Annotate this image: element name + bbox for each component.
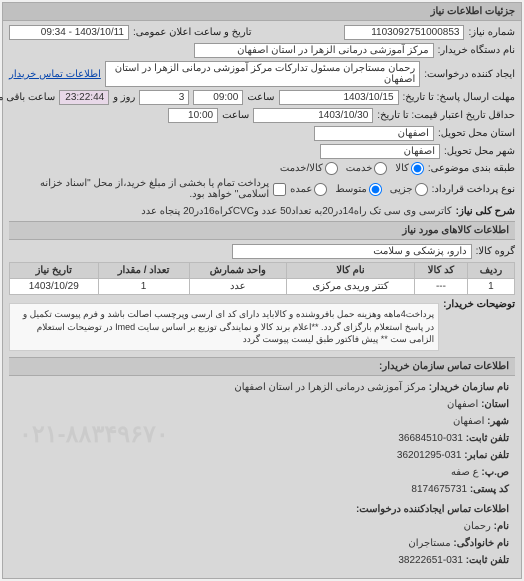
lbl-c-city: شهر:: [487, 416, 509, 427]
th-code: کد کالا: [414, 263, 467, 279]
val-req-family: مستاجران: [408, 538, 450, 549]
val-postal: 8174675731: [411, 484, 467, 495]
lbl-c-province: استان:: [481, 399, 509, 410]
th-qty: تعداد / مقدار: [98, 263, 189, 279]
radio-pay-3[interactable]: عمده: [290, 183, 327, 196]
radio-pack-3[interactable]: کالا/خدمت: [280, 162, 338, 175]
lbl-pay-method: نوع پرداخت قرارداد:: [432, 184, 515, 195]
lbl-buyer-notes: توضیحات خریدار:: [443, 299, 515, 310]
lbl-request-no: شماره نیاز:: [468, 27, 515, 38]
th-date: تاریخ نیاز: [10, 263, 99, 279]
val-announce-dt: 1403/10/11 - 09:34: [9, 25, 129, 40]
lbl-requester: ایجاد کننده درخواست:: [424, 69, 515, 80]
table-header-row: ردیف کد کالا نام کالا واحد شمارش تعداد /…: [10, 263, 515, 279]
lbl-req-name: نام:: [494, 521, 509, 532]
val-time-left: 23:22:44: [59, 90, 109, 105]
link-buyer-contact[interactable]: اطلاعات تماس خریدار: [9, 69, 101, 80]
lbl-time2: ساعت: [222, 110, 249, 121]
radio-pack-1[interactable]: کالا: [395, 162, 424, 175]
val-reply-time: 09:00: [193, 90, 243, 105]
val-delivery-city: اصفهان: [320, 144, 440, 159]
row-request-no: شماره نیاز: 1103092751000853 تاریخ و ساع…: [9, 25, 515, 40]
chk-pay-note: پرداخت تمام یا بخشی از مبلغ خرید،از محل …: [9, 178, 286, 200]
row-goods-group: گروه کالا: دارو، پزشکی و سلامت: [9, 244, 515, 259]
val-need-desc: کاترسی وی سی تک راه14در20به تعداد50 عدد …: [141, 206, 451, 217]
row-reply-deadline: مهلت ارسال پاسخ: تا تاریخ: 1403/10/15 سا…: [9, 90, 515, 105]
radio-pack-type: کالا خدمت کالا/خدمت: [280, 162, 424, 175]
table-row[interactable]: 1 --- کتتر وریدی مرکزی عدد 1 1403/10/29: [10, 279, 515, 295]
row-buyer-org: نام دستگاه خریدار: مرکز آموزشی درمانی ال…: [9, 43, 515, 58]
val-c-province: اصفهان: [447, 399, 478, 410]
lbl-goods-group: گروه کالا:: [476, 246, 515, 257]
lbl-pobox: ص.پ:: [481, 467, 509, 478]
section-req-contact: اطلاعات تماس ایجادکننده درخواست:: [15, 502, 509, 518]
val-c-city: اصفهان: [453, 416, 484, 427]
row-pack-type: طبقه بندی موضوعی: کالا خدمت کالا/خدمت: [9, 162, 515, 175]
lbl-phone: تلفن ثابت:: [466, 433, 509, 444]
pay-note-text: پرداخت تمام یا بخشی از مبلغ خرید،از محل …: [9, 178, 269, 200]
row-need-key: شرح کلی نیاز: کاترسی وی سی تک راه14در20ب…: [9, 206, 515, 217]
lbl-org-name: نام سازمان خریدار:: [429, 382, 509, 393]
lbl-time1: ساعت: [247, 92, 274, 103]
lbl-need-key: شرح کلی نیاز:: [456, 206, 515, 217]
lbl-req-phone: تلفن ثابت:: [466, 555, 509, 566]
val-requester: رحمان مستاجران مسئول تدارکات مرکز آموزشی…: [105, 61, 420, 87]
lbl-delivery-province: استان محل تحویل:: [438, 128, 515, 139]
lbl-fax: تلفن نمابر:: [464, 450, 509, 461]
radio-pay-1[interactable]: جزیی: [390, 183, 428, 196]
val-delivery-province: اصفهان: [314, 126, 434, 141]
val-org-name: مرکز آموزشی درمانی الزهرا در استان اصفها…: [234, 382, 426, 393]
td-date: 1403/10/29: [10, 279, 99, 295]
row-requester: ایجاد کننده درخواست: رحمان مستاجران مسئو…: [9, 61, 515, 87]
lbl-pack-type: طبقه بندی موضوعی:: [428, 163, 515, 174]
td-row: 1: [467, 279, 514, 295]
radio-pack-2[interactable]: خدمت: [346, 162, 388, 175]
th-unit: واحد شمارش: [189, 263, 287, 279]
row-delivery-city: شهر محل تحویل: اصفهان: [9, 144, 515, 159]
val-phone: 031-36684510: [398, 433, 463, 444]
val-request-no: 1103092751000853: [344, 25, 464, 40]
val-goods-group: دارو، پزشکی و سلامت: [232, 244, 472, 259]
val-pobox: ع صفه: [451, 467, 479, 478]
val-buyer-org: مرکز آموزشی درمانی الزهرا در استان اصفها…: [194, 43, 434, 58]
lbl-announce-dt: تاریخ و ساعت اعلان عمومی:: [133, 27, 252, 38]
lbl-days: روز و: [113, 92, 135, 103]
radio-pay-2[interactable]: متوسط: [335, 183, 381, 196]
radio-pay-method: جزیی متوسط عمده: [290, 183, 428, 196]
goods-table: ردیف کد کالا نام کالا واحد شمارش تعداد /…: [9, 262, 515, 295]
val-validity-date: 1403/10/30: [253, 108, 373, 123]
td-qty: 1: [98, 279, 189, 295]
lbl-postal: کد پستی:: [470, 484, 509, 495]
val-reply-date: 1403/10/15: [279, 90, 399, 105]
val-validity-time: 10:00: [168, 108, 218, 123]
val-days-left: 3: [139, 90, 189, 105]
contact-section: ۰۲۱-۸۸۳۴۹۶۷۰ نام سازمان خریدار: مرکز آمو…: [9, 376, 515, 574]
section-contact-hdr: اطلاعات تماس سازمان خریدار:: [9, 357, 515, 376]
checkbox-treasury[interactable]: [273, 183, 286, 196]
row-pay-method: نوع پرداخت قرارداد: جزیی متوسط عمده پردا…: [9, 178, 515, 200]
th-row: ردیف: [467, 263, 514, 279]
details-panel: جزئیات اطلاعات نیاز شماره نیاز: 11030927…: [2, 2, 522, 579]
row-validity: حداقل تاریخ اعتبار قیمت: تا تاریخ: 1403/…: [9, 108, 515, 123]
td-name: کتتر وریدی مرکزی: [287, 279, 415, 295]
panel-body: شماره نیاز: 1103092751000853 تاریخ و ساع…: [3, 21, 521, 578]
td-unit: عدد: [189, 279, 287, 295]
lbl-reply-deadline: مهلت ارسال پاسخ: تا تاریخ:: [403, 92, 515, 103]
lbl-remaining: ساعت باقی مانده: [0, 92, 55, 103]
val-buyer-notes: پرداخت4ماهه وهزینه حمل بافروشنده و کالاب…: [9, 303, 439, 351]
lbl-validity: حداقل تاریخ اعتبار قیمت: تا تاریخ:: [377, 110, 515, 121]
lbl-req-family: نام خانوادگی:: [453, 538, 509, 549]
lbl-buyer-org: نام دستگاه خریدار:: [438, 45, 515, 56]
row-delivery-province: استان محل تحویل: اصفهان: [9, 126, 515, 141]
val-fax: 031-36201295: [397, 450, 462, 461]
td-code: ---: [414, 279, 467, 295]
lbl-delivery-city: شهر محل تحویل:: [444, 146, 515, 157]
val-req-phone: 031-38222651: [398, 555, 463, 566]
val-req-name: رحمان: [464, 521, 491, 532]
panel-title: جزئیات اطلاعات نیاز: [3, 3, 521, 21]
row-buyer-notes: توضیحات خریدار: پرداخت4ماهه وهزینه حمل ب…: [9, 299, 515, 351]
th-name: نام کالا: [287, 263, 415, 279]
section-goods-info: اطلاعات کالاهای مورد نیاز: [9, 221, 515, 240]
